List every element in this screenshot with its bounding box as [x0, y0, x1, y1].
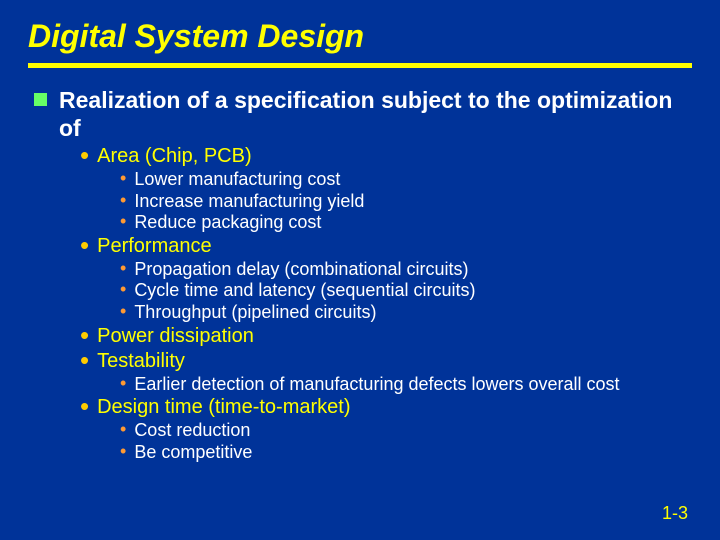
page-number: 1-3: [662, 503, 688, 524]
level3-text: Propagation delay (combinational circuit…: [134, 259, 468, 281]
dot-bullet-icon: •: [120, 374, 126, 394]
level3-text: Lower manufacturing cost: [134, 169, 340, 191]
level3-item: • Be competitive: [120, 442, 692, 464]
dot-bullet-icon: •: [80, 234, 89, 257]
level2-text: Design time (time-to-market): [97, 395, 350, 420]
dot-bullet-icon: •: [120, 420, 126, 440]
level2-item: • Area (Chip, PCB): [80, 144, 692, 169]
level3-text: Increase manufacturing yield: [134, 191, 364, 213]
level3-item: • Reduce packaging cost: [120, 212, 692, 234]
bullet-list: •Area (Chip, PCB)•Lower manufacturing co…: [28, 144, 692, 463]
dot-bullet-icon: •: [80, 324, 89, 347]
level3-item: • Increase manufacturing yield: [120, 191, 692, 213]
dot-bullet-icon: •: [120, 280, 126, 300]
level2-item: • Power dissipation: [80, 324, 692, 349]
level2-text: Testability: [97, 349, 185, 374]
dot-bullet-icon: •: [120, 191, 126, 211]
level3-item: • Throughput (pipelined circuits): [120, 302, 692, 324]
level3-item: • Earlier detection of manufacturing defe…: [120, 374, 692, 396]
dot-bullet-icon: •: [120, 302, 126, 322]
level3-item: • Lower manufacturing cost: [120, 169, 692, 191]
level2-text: Area (Chip, PCB): [97, 144, 252, 169]
level3-text: Throughput (pipelined circuits): [134, 302, 376, 324]
level3-text: Cycle time and latency (sequential circu…: [134, 280, 475, 302]
dot-bullet-icon: •: [120, 212, 126, 232]
level3-item: • Cost reduction: [120, 420, 692, 442]
level2-text: Performance: [97, 234, 212, 259]
dot-bullet-icon: •: [80, 395, 89, 418]
slide: Digital System Design Realization of a s…: [0, 0, 720, 540]
dot-bullet-icon: •: [120, 169, 126, 189]
level3-text: Reduce packaging cost: [134, 212, 321, 234]
dot-bullet-icon: •: [80, 349, 89, 372]
level2-item: • Testability: [80, 349, 692, 374]
level3-text: Be competitive: [134, 442, 252, 464]
slide-title: Digital System Design: [28, 18, 692, 55]
level3-item: • Propagation delay (combinational circui…: [120, 259, 692, 281]
level3-text: Cost reduction: [134, 420, 250, 442]
level3-item: • Cycle time and latency (sequential circ…: [120, 280, 692, 302]
title-rule: [28, 63, 692, 68]
square-bullet-icon: [34, 93, 47, 106]
dot-bullet-icon: •: [120, 442, 126, 462]
level2-item: • Design time (time-to-market): [80, 395, 692, 420]
level2-text: Power dissipation: [97, 324, 254, 349]
dot-bullet-icon: •: [120, 259, 126, 279]
level3-text: Earlier detection of manufacturing defec…: [134, 374, 619, 396]
level2-item: • Performance: [80, 234, 692, 259]
level1-text: Realization of a specification subject t…: [59, 86, 692, 142]
dot-bullet-icon: •: [80, 144, 89, 167]
level1-item: Realization of a specification subject t…: [34, 86, 692, 142]
